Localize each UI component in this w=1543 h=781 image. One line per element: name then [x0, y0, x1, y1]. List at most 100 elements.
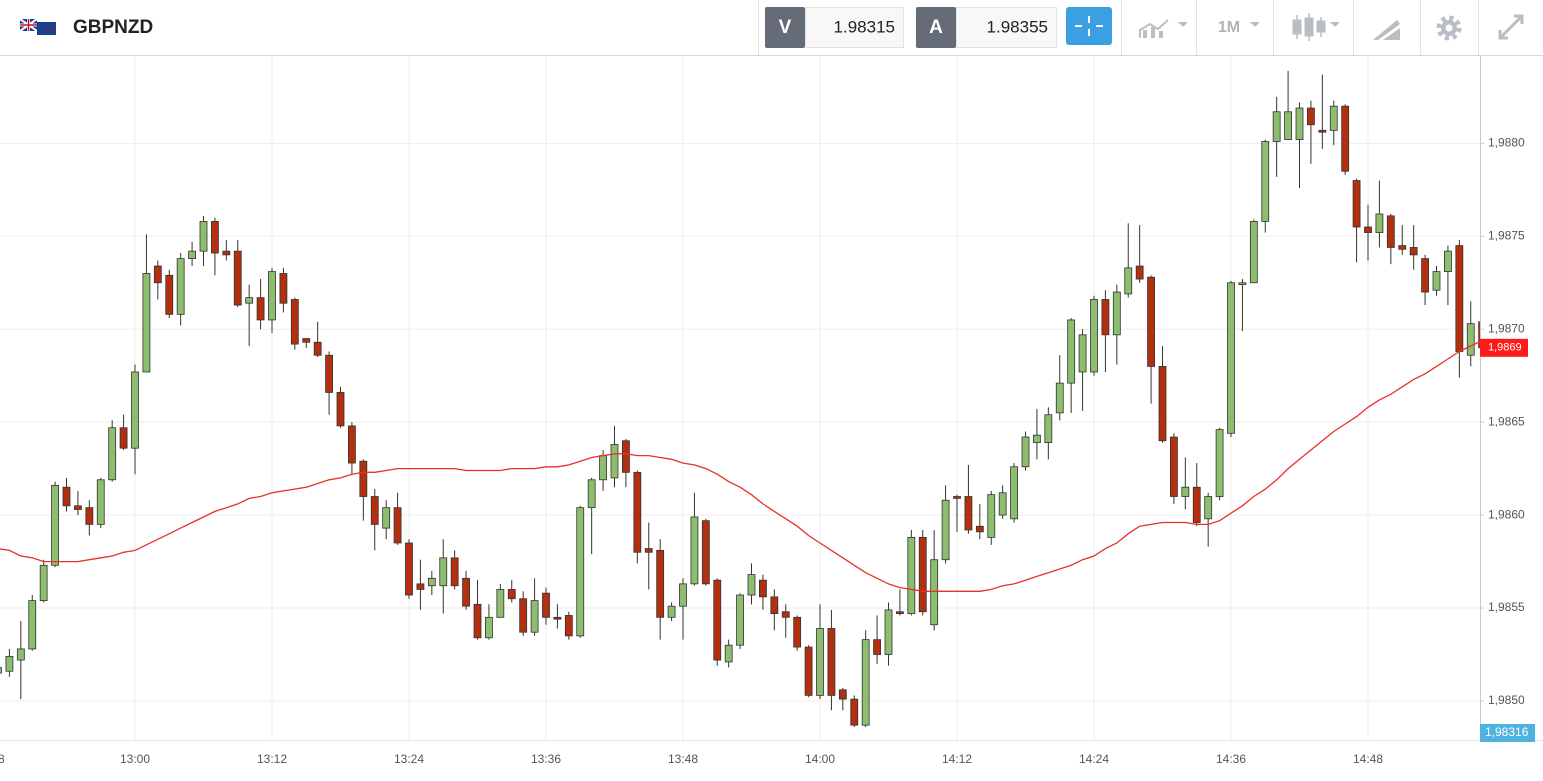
candle-body [16, 648, 25, 661]
candle-body [1432, 271, 1441, 291]
candle-body [953, 496, 961, 499]
candle-body [348, 425, 356, 464]
candle-body [473, 603, 482, 639]
fullscreen-button[interactable] [1498, 14, 1524, 40]
candle-body [1307, 107, 1315, 126]
crosshair-button[interactable] [1066, 7, 1112, 45]
candle-body [5, 655, 14, 672]
candle-body [51, 484, 59, 566]
candle-body [1158, 366, 1167, 442]
candle-body [1455, 245, 1464, 352]
candle-body [199, 221, 208, 252]
ask-box [956, 7, 1057, 48]
candle-body [485, 616, 493, 639]
candle-body [1112, 291, 1121, 336]
timeframe-button[interactable]: 1M [1218, 19, 1240, 36]
candle-body [427, 577, 436, 587]
candle-body [1147, 276, 1155, 367]
candle-body [667, 605, 676, 618]
candle-body [405, 542, 413, 596]
candle-body [245, 297, 254, 304]
candle-body [838, 689, 847, 700]
candle-body [713, 579, 722, 661]
candle-body [416, 583, 425, 590]
plot-area [0, 56, 1480, 740]
candle-body [1398, 245, 1407, 250]
candle-style-button[interactable] [1292, 13, 1340, 41]
candle-body [816, 628, 824, 696]
candle-body [0, 667, 2, 674]
candle-body [336, 392, 345, 427]
x-tick-label: 48 [0, 752, 5, 766]
ask-button[interactable] [916, 7, 956, 48]
settings-button[interactable] [1436, 15, 1462, 41]
x-tick-label: 13:36 [531, 752, 561, 766]
timeframe-arrow [1250, 22, 1260, 27]
x-tick-label: 14:00 [805, 752, 835, 766]
candle-body [439, 557, 448, 587]
candle-body [1044, 414, 1053, 444]
candle-body [39, 564, 48, 601]
candle-body [1238, 282, 1247, 286]
candle-body [736, 594, 744, 646]
candle-body [633, 471, 642, 553]
candle-body [119, 427, 128, 449]
candle-body [1192, 486, 1201, 523]
candle-body [450, 557, 459, 587]
candle-body [1364, 226, 1372, 233]
candle-body [188, 250, 196, 259]
candle-body [256, 297, 265, 321]
candle-body [1181, 486, 1190, 497]
candle-body [131, 371, 139, 449]
candle-body [1375, 213, 1384, 233]
candle-body [279, 273, 288, 304]
candle-body [519, 598, 528, 633]
bid-box [805, 7, 904, 48]
candle-body [1421, 258, 1429, 293]
candle-body [1352, 180, 1361, 228]
candle-body [176, 258, 185, 315]
candle-body [290, 299, 299, 345]
candle-body [884, 609, 893, 655]
y-tick-label: 1,9860 [1488, 507, 1525, 521]
candle-body [1295, 107, 1304, 141]
candle-body [1227, 282, 1235, 434]
candle-body [1033, 434, 1041, 444]
draw-button[interactable] [1373, 20, 1400, 40]
candle-body [1444, 250, 1452, 273]
x-tick-label: 14:48 [1353, 752, 1383, 766]
candle-body [1101, 299, 1110, 336]
current-bid-label: 1,98316 [1485, 725, 1529, 739]
candle-body [1204, 496, 1213, 520]
x-tick-label: 13:00 [120, 752, 150, 766]
bid-value: 1.98315 [834, 17, 895, 36]
current-bid-tag [1480, 724, 1535, 742]
candle-body [1135, 265, 1144, 280]
candle-body [1010, 466, 1018, 520]
candle-body [1386, 215, 1395, 248]
candle-body [530, 600, 539, 633]
candle-body [850, 698, 859, 726]
candle-body [325, 354, 333, 393]
last-price-label: 1,9869 [1488, 342, 1522, 354]
bid-label: V [779, 17, 792, 38]
candle-body [1078, 334, 1087, 373]
chart-type-button[interactable] [1139, 19, 1188, 38]
crosshair-icon [1075, 16, 1103, 36]
y-tick-label: 1,9850 [1488, 693, 1525, 707]
candle-body [359, 460, 368, 497]
candle-body [656, 550, 665, 618]
candle-body [1272, 111, 1281, 142]
candle-body [268, 271, 276, 321]
candle-body [507, 589, 516, 600]
x-tick-label: 14:24 [1079, 752, 1109, 766]
bid-button[interactable] [765, 7, 805, 48]
candle-body [382, 507, 391, 529]
candle-body [108, 427, 117, 481]
candle-body [861, 639, 870, 726]
x-tick-label: 14:36 [1216, 752, 1246, 766]
candle-body [793, 616, 802, 648]
candle-body [233, 250, 242, 306]
